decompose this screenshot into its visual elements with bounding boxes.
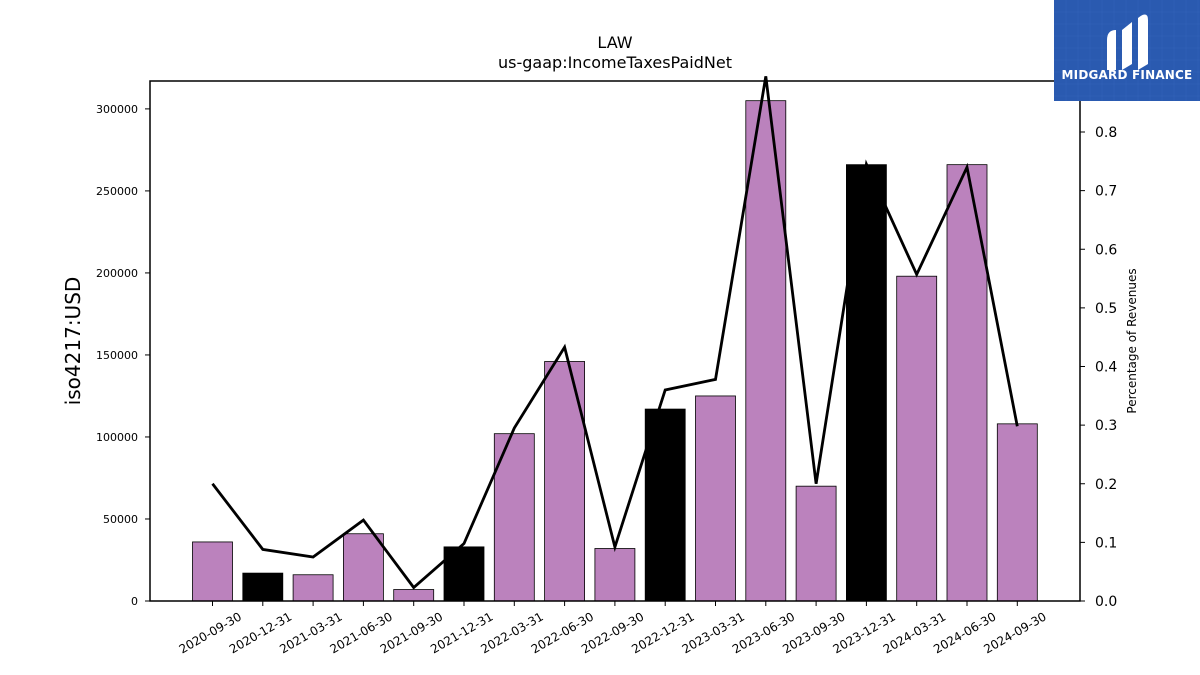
bar-2020-09-30 xyxy=(192,541,233,602)
chart-title: LAW xyxy=(597,33,632,52)
y-tick-label: 50000 xyxy=(103,513,138,526)
y2-tick-label: 0.4 xyxy=(1095,360,1117,376)
bar-group xyxy=(192,100,1038,602)
y-axis-left: 0 50000 100000 150000 200000 250000 300000 xyxy=(96,103,150,608)
bar-2023-09-30 xyxy=(795,485,837,602)
bar-2021-03-31 xyxy=(292,574,334,602)
bar-2022-09-30 xyxy=(594,548,636,602)
y-tick-label: 150000 xyxy=(96,349,138,362)
bar-2024-06-30 xyxy=(946,164,988,602)
logo-mark-icon xyxy=(1107,14,1148,71)
bar-2023-12-31 xyxy=(846,164,887,602)
y-axis-right: 0.0 0.1 0.2 0.3 0.4 0.5 0.6 0.7 0.8 xyxy=(1080,125,1117,610)
y2-axis-label: Percentage of Revenues xyxy=(1125,268,1139,413)
y-tick-label: 300000 xyxy=(96,103,138,116)
y-axis-label: iso4217:USD xyxy=(61,277,85,406)
bar-2022-12-31 xyxy=(644,408,686,602)
y2-tick-label: 0.3 xyxy=(1095,418,1117,434)
bar-2024-09-30 xyxy=(996,423,1038,602)
line-group xyxy=(211,76,1019,590)
y-tick-label: 250000 xyxy=(96,185,138,198)
bar-2023-03-31 xyxy=(695,395,736,602)
plot-frame xyxy=(149,80,1081,602)
x-axis: 2020-09-302020-12-312021-03-312021-06-30… xyxy=(177,601,1049,656)
y2-tick-label: 0.0 xyxy=(1095,594,1117,610)
y2-tick-label: 0.2 xyxy=(1095,477,1117,493)
bar-2020-12-31 xyxy=(242,572,284,602)
y2-tick-label: 0.5 xyxy=(1095,301,1117,317)
y2-tick-label: 0.8 xyxy=(1095,125,1117,141)
y2-tick-label: 0.1 xyxy=(1095,535,1117,551)
y-tick-label: 100000 xyxy=(96,431,138,444)
y-tick-label: 200000 xyxy=(96,267,138,280)
y2-tick-label: 0.6 xyxy=(1095,242,1117,258)
y-tick-label: 0 xyxy=(131,595,138,608)
bar-2024-03-31 xyxy=(896,275,938,602)
chart-subtitle: us-gaap:IncomeTaxesPaidNet xyxy=(498,53,732,72)
bar-2021-09-30 xyxy=(393,589,435,602)
logo-text: MIDGARD FINANCE xyxy=(1061,68,1193,82)
bar-2023-06-30 xyxy=(745,100,787,602)
logo xyxy=(1054,0,1200,101)
bar-2021-06-30 xyxy=(342,533,384,602)
y2-tick-label: 0.7 xyxy=(1095,184,1117,200)
